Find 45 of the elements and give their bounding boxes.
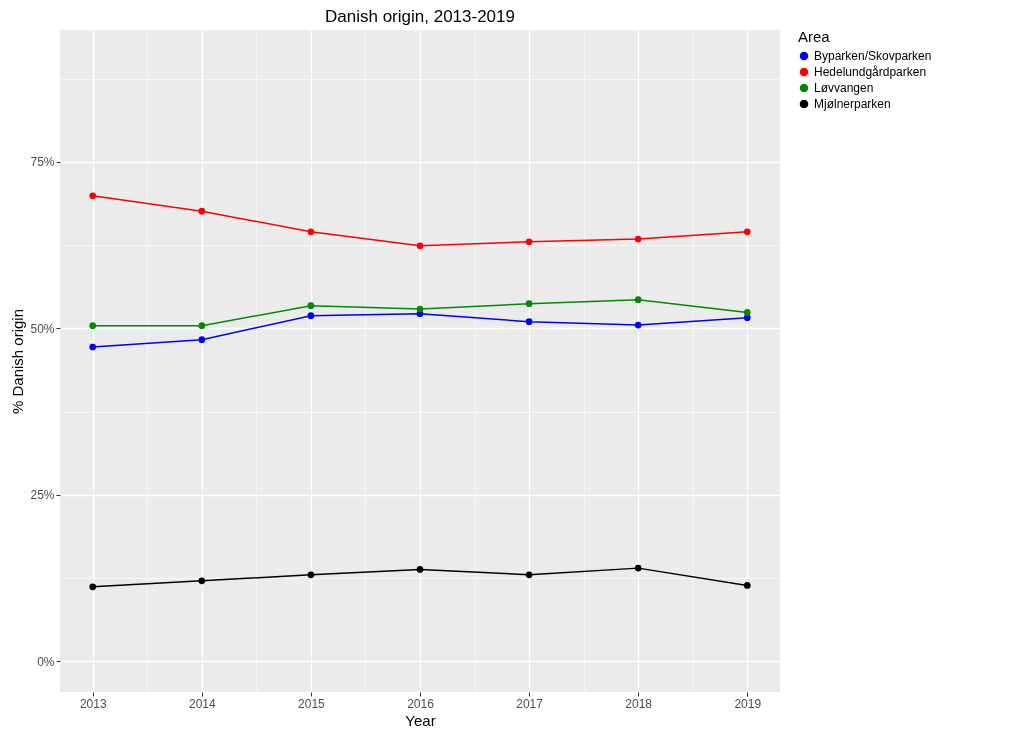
point (307, 228, 315, 236)
point (634, 235, 642, 243)
x-tick-label: 2013 (79, 696, 107, 711)
y-tick-label: 25% (30, 488, 55, 503)
point (525, 300, 533, 308)
point (525, 571, 533, 579)
point (307, 312, 315, 320)
y-tick-label: 75% (30, 155, 55, 170)
legend-label: Løvvangen (814, 81, 874, 95)
point (307, 302, 315, 310)
chart-title: Danish origin, 2013-2019 (325, 7, 515, 26)
point (198, 207, 206, 215)
x-tick-label: 2015 (298, 696, 326, 711)
point (89, 583, 97, 591)
x-tick-label: 2018 (625, 696, 653, 711)
x-tick-label: 2014 (188, 696, 216, 711)
point (634, 296, 642, 304)
point (743, 228, 751, 236)
point (743, 309, 751, 316)
point (89, 322, 97, 330)
point (416, 305, 424, 313)
point (89, 192, 97, 200)
y-tick-label: 0% (37, 654, 55, 669)
x-tick-label: 2016 (407, 696, 435, 711)
y-tick-label: 50% (30, 321, 55, 336)
point (634, 321, 642, 329)
x-tick-label: 2017 (516, 696, 544, 711)
legend-label: Hedelundgårdparken (814, 65, 927, 79)
point (198, 336, 206, 344)
point (198, 577, 206, 585)
point (634, 564, 642, 572)
legend-label: Byparken/Skovparken (814, 49, 932, 63)
point (525, 318, 533, 326)
point (307, 571, 315, 579)
point (198, 322, 206, 330)
point (416, 566, 424, 573)
point (416, 242, 424, 250)
legend-title: Area (798, 28, 831, 45)
x-axis-title: Year (405, 711, 436, 729)
x-tick-label: 2019 (734, 696, 762, 711)
legend-label: Mjølnerparken (814, 97, 891, 111)
point (89, 343, 97, 351)
point (525, 238, 533, 246)
point (743, 582, 751, 589)
y-axis-title: % Danish origin (9, 308, 27, 415)
